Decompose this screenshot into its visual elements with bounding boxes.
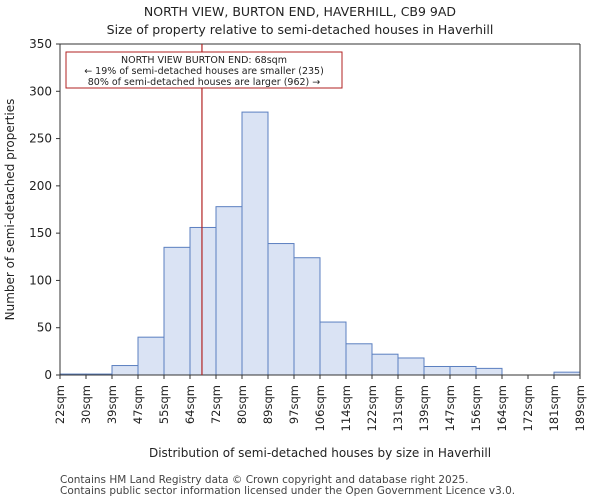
bar-55sqm bbox=[163, 246, 191, 376]
annotation-smaller: ← 19% of semi-detached houses are smalle… bbox=[84, 66, 324, 77]
bar-106sqm bbox=[319, 321, 347, 376]
y-tick-label: 50 bbox=[37, 321, 52, 335]
x-tick-label: 106sqm bbox=[313, 385, 327, 431]
bar-97sqm bbox=[293, 257, 321, 376]
y-tick-label: 150 bbox=[29, 226, 52, 240]
annotation-box bbox=[65, 51, 343, 89]
bar-80sqm bbox=[241, 111, 269, 376]
x-tick-label: 89sqm bbox=[261, 385, 275, 424]
bar-131sqm bbox=[397, 357, 425, 376]
bar-89sqm bbox=[267, 243, 295, 376]
y-axis-label: Number of semi-detached properties bbox=[3, 99, 17, 321]
x-tick-label: 72sqm bbox=[209, 385, 223, 424]
x-tick-label: 39sqm bbox=[105, 385, 119, 424]
x-tick-label: 30sqm bbox=[79, 385, 93, 424]
bar-156sqm bbox=[475, 367, 503, 376]
bar-64sqm bbox=[189, 226, 217, 376]
bar-72sqm bbox=[215, 206, 243, 376]
x-tick-label: 114sqm bbox=[339, 385, 353, 431]
y-tick-label: 200 bbox=[29, 179, 52, 193]
x-tick-label: 80sqm bbox=[235, 385, 249, 424]
bar-122sqm bbox=[371, 353, 399, 376]
x-tick-label: 172sqm bbox=[521, 385, 535, 431]
y-tick-label: 350 bbox=[29, 37, 52, 51]
bar-139sqm bbox=[423, 365, 451, 376]
x-tick-label: 64sqm bbox=[183, 385, 197, 424]
x-tick-label: 181sqm bbox=[547, 385, 561, 431]
bar-39sqm bbox=[111, 365, 139, 376]
y-tick-label: 250 bbox=[29, 132, 52, 146]
x-tick-label: 22sqm bbox=[53, 385, 67, 424]
x-axis-label: Distribution of semi-detached houses by … bbox=[149, 446, 491, 460]
annotation-larger: 80% of semi-detached houses are larger (… bbox=[88, 77, 321, 88]
y-tick-label: 100 bbox=[29, 273, 52, 287]
x-tick-label: 164sqm bbox=[495, 385, 509, 431]
x-tick-label: 131sqm bbox=[391, 385, 405, 431]
footer-licence: Contains public sector information licen… bbox=[60, 485, 516, 497]
y-tick-label: 0 bbox=[44, 368, 52, 382]
x-tick-label: 47sqm bbox=[131, 385, 145, 424]
x-tick-label: 55sqm bbox=[157, 385, 171, 424]
x-tick-label: 147sqm bbox=[443, 385, 457, 431]
x-tick-label: 122sqm bbox=[365, 385, 379, 431]
chart-title: NORTH VIEW, BURTON END, HAVERHILL, CB9 9… bbox=[143, 4, 457, 19]
chart-subtitle: Size of property relative to semi-detach… bbox=[106, 22, 494, 37]
y-tick-label: 300 bbox=[29, 84, 52, 98]
x-tick-label: 156sqm bbox=[469, 385, 483, 431]
footer-copyright: Contains HM Land Registry data © Crown c… bbox=[60, 474, 469, 486]
bar-147sqm bbox=[449, 365, 477, 376]
bar-114sqm bbox=[345, 343, 373, 376]
annotation-title: NORTH VIEW BURTON END: 68sqm bbox=[121, 55, 287, 66]
x-tick-label: 97sqm bbox=[287, 385, 301, 424]
bar-47sqm bbox=[137, 336, 165, 376]
x-tick-label: 189sqm bbox=[573, 385, 587, 431]
x-tick-label: 139sqm bbox=[417, 385, 431, 431]
